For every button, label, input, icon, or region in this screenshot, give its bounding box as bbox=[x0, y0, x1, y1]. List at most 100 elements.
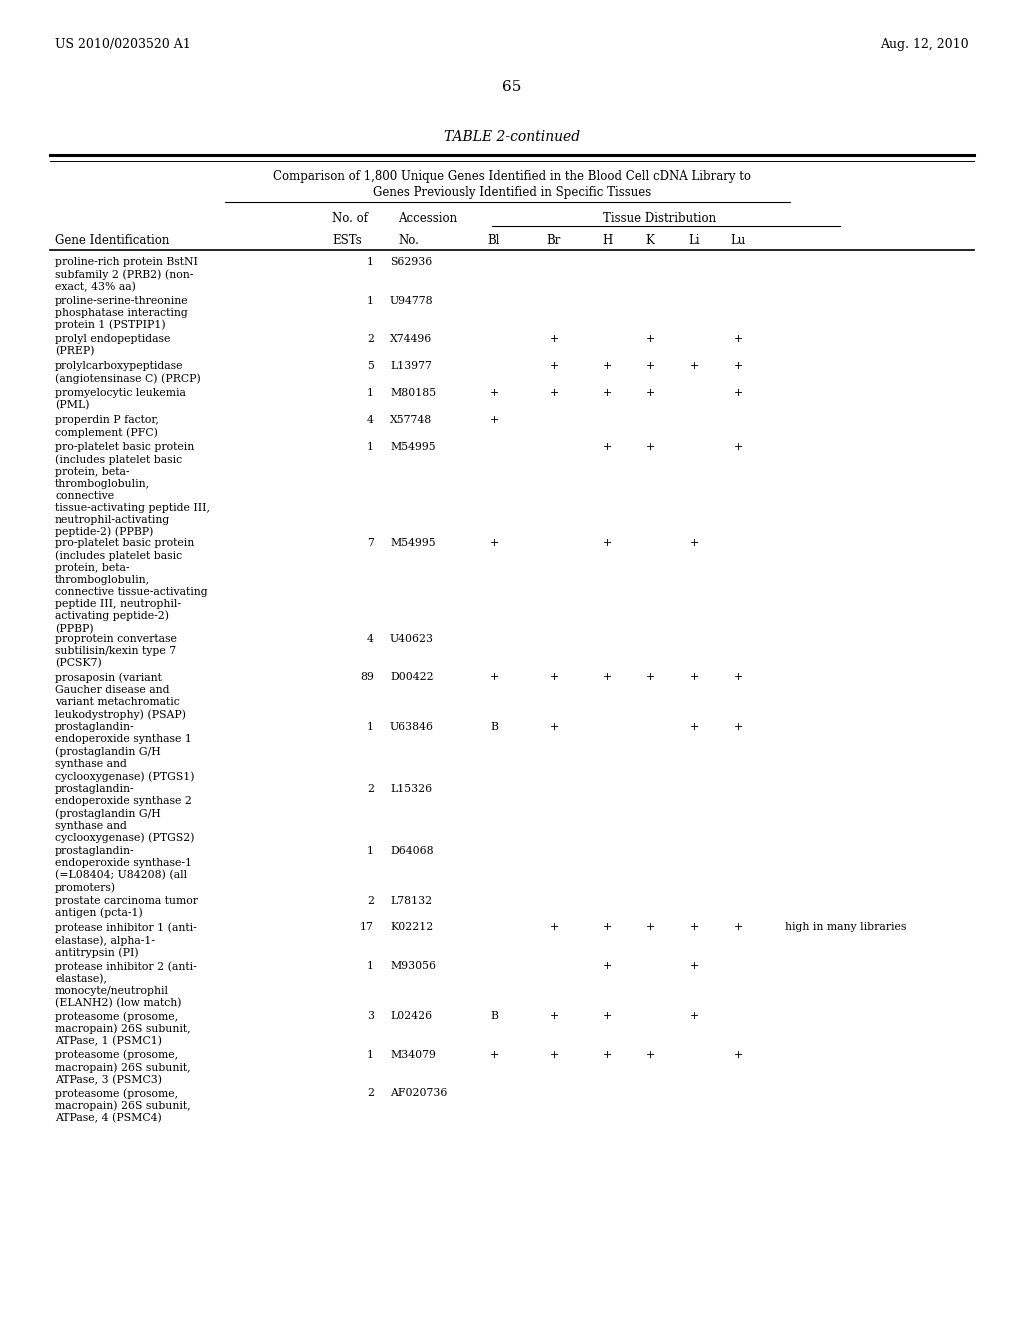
Text: X74496: X74496 bbox=[390, 334, 432, 345]
Text: prostaglandin-
endoperoxide synthase 1
(prostaglandin G/H
synthase and
cyclooxyg: prostaglandin- endoperoxide synthase 1 (… bbox=[55, 722, 195, 781]
Text: AF020736: AF020736 bbox=[390, 1088, 447, 1098]
Text: +: + bbox=[689, 672, 698, 682]
Text: 1: 1 bbox=[367, 961, 374, 972]
Text: +: + bbox=[489, 388, 499, 399]
Text: D00422: D00422 bbox=[390, 672, 433, 682]
Text: B: B bbox=[490, 722, 498, 733]
Text: +: + bbox=[733, 442, 742, 451]
Text: +: + bbox=[550, 923, 558, 932]
Text: +: + bbox=[733, 388, 742, 399]
Text: 1: 1 bbox=[367, 846, 374, 855]
Text: 1: 1 bbox=[367, 296, 374, 305]
Text: +: + bbox=[689, 1011, 698, 1020]
Text: 2: 2 bbox=[367, 784, 374, 795]
Text: US 2010/0203520 A1: US 2010/0203520 A1 bbox=[55, 38, 190, 51]
Text: +: + bbox=[733, 360, 742, 371]
Text: M54995: M54995 bbox=[390, 539, 435, 548]
Text: S62936: S62936 bbox=[390, 257, 432, 267]
Text: +: + bbox=[733, 1049, 742, 1060]
Text: +: + bbox=[733, 672, 742, 682]
Text: No. of: No. of bbox=[332, 213, 368, 224]
Text: D64068: D64068 bbox=[390, 846, 433, 855]
Text: +: + bbox=[645, 334, 654, 345]
Text: proprotein convertase
subtilisin/kexin type 7
(PCSK7): proprotein convertase subtilisin/kexin t… bbox=[55, 634, 177, 668]
Text: ESTs: ESTs bbox=[332, 234, 361, 247]
Text: properdin P factor,
complement (PFC): properdin P factor, complement (PFC) bbox=[55, 414, 159, 438]
Text: No.: No. bbox=[398, 234, 419, 247]
Text: 5: 5 bbox=[368, 360, 374, 371]
Text: prosaposin (variant
Gaucher disease and
variant metachromatic
leukodystrophy) (P: prosaposin (variant Gaucher disease and … bbox=[55, 672, 186, 719]
Text: +: + bbox=[602, 539, 611, 548]
Text: 4: 4 bbox=[368, 414, 374, 425]
Text: +: + bbox=[733, 923, 742, 932]
Text: +: + bbox=[550, 334, 558, 345]
Text: +: + bbox=[602, 672, 611, 682]
Text: proteasome (prosome,
macropain) 26S subunit,
ATPase, 1 (PSMC1): proteasome (prosome, macropain) 26S subu… bbox=[55, 1011, 190, 1047]
Text: +: + bbox=[489, 414, 499, 425]
Text: +: + bbox=[489, 672, 499, 682]
Text: prolyl endopeptidase
(PREP): prolyl endopeptidase (PREP) bbox=[55, 334, 170, 356]
Text: +: + bbox=[602, 360, 611, 371]
Text: M54995: M54995 bbox=[390, 442, 435, 451]
Text: L02426: L02426 bbox=[390, 1011, 432, 1020]
Text: Genes Previously Identified in Specific Tissues: Genes Previously Identified in Specific … bbox=[373, 186, 651, 199]
Text: 7: 7 bbox=[368, 539, 374, 548]
Text: H: H bbox=[602, 234, 612, 247]
Text: K: K bbox=[645, 234, 654, 247]
Text: TABLE 2-continued: TABLE 2-continued bbox=[444, 129, 580, 144]
Text: +: + bbox=[602, 388, 611, 399]
Text: M93056: M93056 bbox=[390, 961, 436, 972]
Text: +: + bbox=[645, 1049, 654, 1060]
Text: +: + bbox=[689, 961, 698, 972]
Text: +: + bbox=[689, 539, 698, 548]
Text: 2: 2 bbox=[367, 334, 374, 345]
Text: +: + bbox=[602, 1049, 611, 1060]
Text: +: + bbox=[602, 923, 611, 932]
Text: prostaglandin-
endoperoxide synthase 2
(prostaglandin G/H
synthase and
cyclooxyg: prostaglandin- endoperoxide synthase 2 (… bbox=[55, 784, 195, 843]
Text: Aug. 12, 2010: Aug. 12, 2010 bbox=[881, 38, 969, 51]
Text: +: + bbox=[550, 1011, 558, 1020]
Text: Lu: Lu bbox=[730, 234, 745, 247]
Text: 1: 1 bbox=[367, 257, 374, 267]
Text: 1: 1 bbox=[367, 1049, 374, 1060]
Text: 17: 17 bbox=[360, 923, 374, 932]
Text: Li: Li bbox=[688, 234, 699, 247]
Text: proteasome (prosome,
macropain) 26S subunit,
ATPase, 4 (PSMC4): proteasome (prosome, macropain) 26S subu… bbox=[55, 1088, 190, 1123]
Text: +: + bbox=[550, 722, 558, 733]
Text: 1: 1 bbox=[367, 722, 374, 733]
Text: B: B bbox=[490, 1011, 498, 1020]
Text: proline-rich protein BstNI
subfamily 2 (PRB2) (non-
exact, 43% aa): proline-rich protein BstNI subfamily 2 (… bbox=[55, 257, 198, 292]
Text: pro-platelet basic protein
(includes platelet basic
protein, beta-
thromboglobul: pro-platelet basic protein (includes pla… bbox=[55, 442, 210, 537]
Text: protease inhibitor 2 (anti-
elastase),
monocyte/neutrophil
(ELANH2) (low match): protease inhibitor 2 (anti- elastase), m… bbox=[55, 961, 197, 1008]
Text: proline-serine-threonine
phosphatase interacting
protein 1 (PSTPIP1): proline-serine-threonine phosphatase int… bbox=[55, 296, 188, 330]
Text: M80185: M80185 bbox=[390, 388, 436, 399]
Text: Tissue Distribution: Tissue Distribution bbox=[603, 213, 717, 224]
Text: U40623: U40623 bbox=[390, 634, 434, 644]
Text: 89: 89 bbox=[360, 672, 374, 682]
Text: +: + bbox=[645, 360, 654, 371]
Text: +: + bbox=[645, 388, 654, 399]
Text: +: + bbox=[550, 1049, 558, 1060]
Text: pro-platelet basic protein
(includes platelet basic
protein, beta-
thromboglobul: pro-platelet basic protein (includes pla… bbox=[55, 539, 208, 634]
Text: +: + bbox=[689, 722, 698, 733]
Text: prolylcarboxypeptidase
(angiotensinase C) (PRCP): prolylcarboxypeptidase (angiotensinase C… bbox=[55, 360, 201, 384]
Text: 65: 65 bbox=[503, 81, 521, 94]
Text: K02212: K02212 bbox=[390, 923, 433, 932]
Text: protease inhibitor 1 (anti-
elastase), alpha-1-
antitrypsin (PI): protease inhibitor 1 (anti- elastase), a… bbox=[55, 923, 197, 958]
Text: L13977: L13977 bbox=[390, 360, 432, 371]
Text: Accession: Accession bbox=[398, 213, 457, 224]
Text: +: + bbox=[645, 923, 654, 932]
Text: X57748: X57748 bbox=[390, 414, 432, 425]
Text: Comparison of 1,800 Unique Genes Identified in the Blood Cell cDNA Library to: Comparison of 1,800 Unique Genes Identif… bbox=[273, 170, 751, 183]
Text: +: + bbox=[645, 442, 654, 451]
Text: 2: 2 bbox=[367, 895, 374, 906]
Text: Gene Identification: Gene Identification bbox=[55, 234, 169, 247]
Text: 3: 3 bbox=[367, 1011, 374, 1020]
Text: 2: 2 bbox=[367, 1088, 374, 1098]
Text: L15326: L15326 bbox=[390, 784, 432, 795]
Text: +: + bbox=[602, 961, 611, 972]
Text: L78132: L78132 bbox=[390, 895, 432, 906]
Text: U94778: U94778 bbox=[390, 296, 433, 305]
Text: high in many libraries: high in many libraries bbox=[785, 923, 906, 932]
Text: +: + bbox=[689, 923, 698, 932]
